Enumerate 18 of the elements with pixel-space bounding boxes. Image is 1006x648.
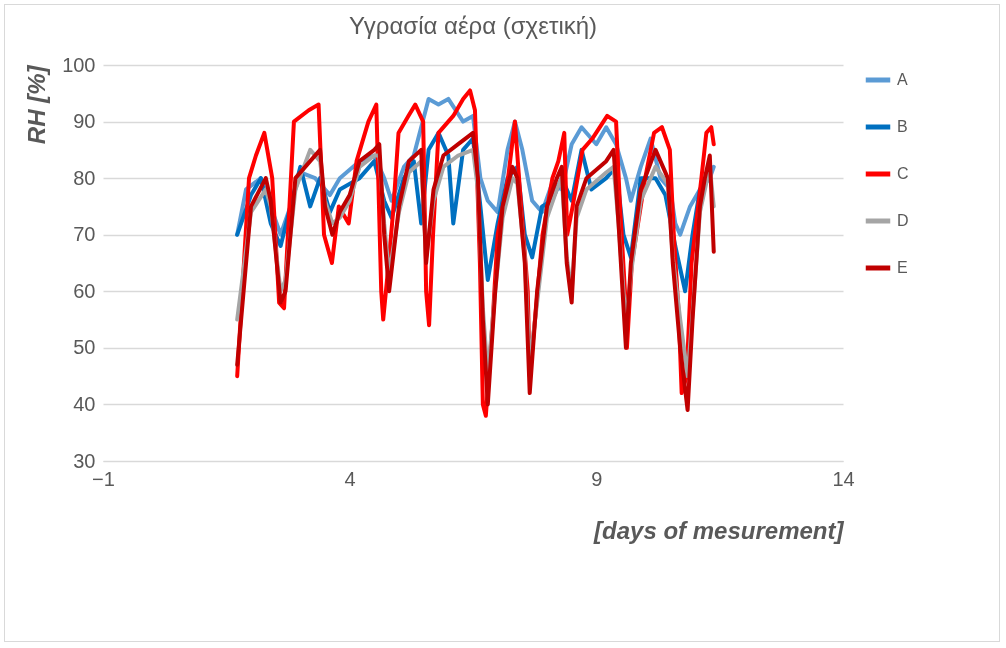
x-tick-label: 14 bbox=[832, 467, 855, 490]
legend-label: C bbox=[897, 165, 909, 182]
x-axis-title: [days of mesurement] bbox=[593, 516, 845, 544]
chart-title: Υγρασία αέρα (σχετική) bbox=[348, 12, 598, 39]
legend-label: A bbox=[897, 71, 908, 88]
y-tick-label: 70 bbox=[73, 223, 96, 246]
y-axis-title: RH [%] bbox=[23, 64, 51, 145]
y-tick-label: 80 bbox=[73, 166, 96, 189]
legend-label: B bbox=[897, 118, 908, 135]
y-tick-label: 100 bbox=[62, 53, 96, 76]
y-tick-label: 60 bbox=[73, 279, 96, 302]
x-tick-label: 9 bbox=[591, 467, 603, 490]
x-tick-label: 4 bbox=[344, 467, 356, 490]
legend-label: D bbox=[897, 212, 909, 229]
legend-label: E bbox=[897, 259, 908, 276]
y-tick-label: 50 bbox=[73, 336, 96, 359]
y-tick-label: 40 bbox=[73, 392, 96, 415]
y-tick-label: 90 bbox=[73, 110, 96, 133]
